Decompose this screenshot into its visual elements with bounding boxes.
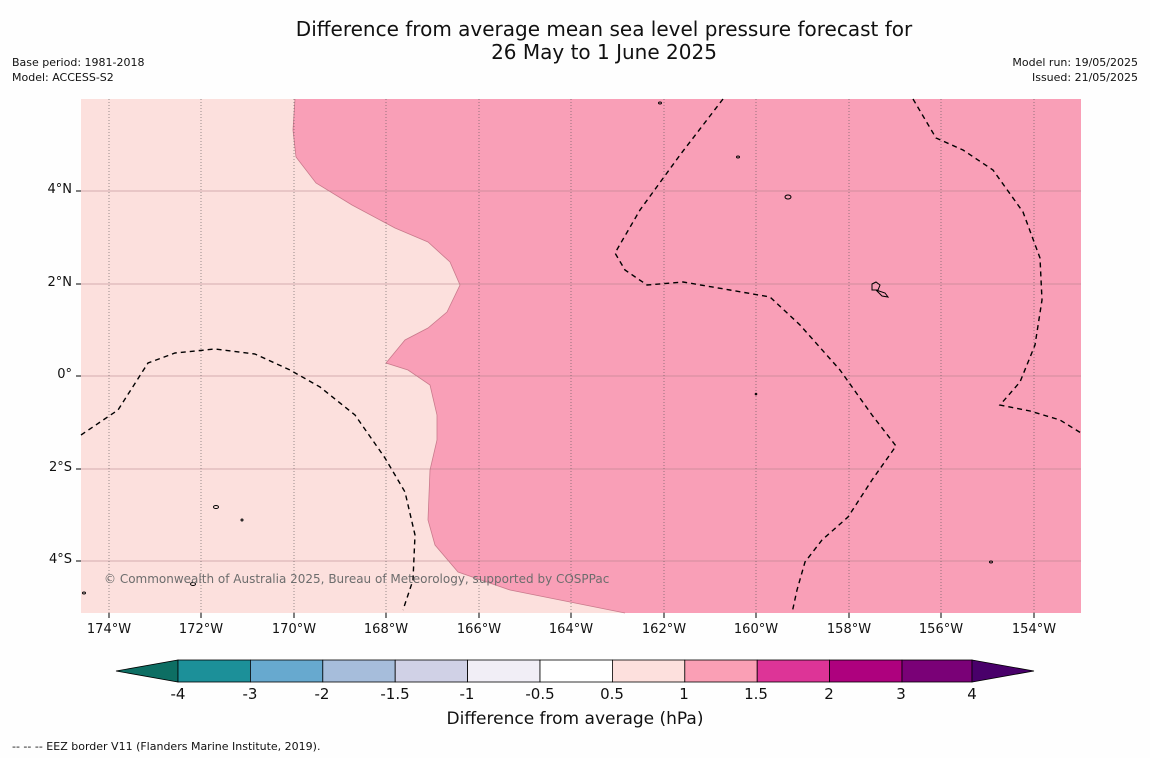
colorbar-segment <box>539 659 613 683</box>
colorbar-tick-label: -3 <box>242 685 258 703</box>
colorbar-segment <box>322 659 396 683</box>
title-line-1: Difference from average mean sea level p… <box>295 17 913 41</box>
anomaly-region-1-1.5 <box>293 99 1081 613</box>
colorbar-tick-label: -1.5 <box>380 685 410 703</box>
colorbar-tick-label: 2 <box>824 685 834 703</box>
issued-date: Issued: 21/05/2025 <box>1031 71 1138 84</box>
meta-left: Base period: 1981-2018 Model: ACCESS-S2 <box>12 55 144 85</box>
island <box>784 194 792 200</box>
lat-label: 0° <box>57 367 72 382</box>
title-line-2: 26 May to 1 June 2025 <box>491 40 717 64</box>
colorbar-tick-label: 4 <box>967 685 977 703</box>
lon-label: 162°W <box>641 622 687 637</box>
island <box>875 289 890 298</box>
meta-right: Model run: 19/05/2025 Issued: 21/05/2025 <box>1012 55 1138 85</box>
lon-label: 172°W <box>178 622 224 637</box>
lat-ticks <box>76 190 81 562</box>
colorbar-segment <box>249 659 324 683</box>
colorbar-max-extension <box>971 659 1035 683</box>
colorbar-tick-label: -0.5 <box>525 685 555 703</box>
island <box>658 101 662 105</box>
eez-border-west <box>80 348 416 611</box>
eez-borders <box>80 98 1082 614</box>
eez-border-east <box>912 98 1082 434</box>
colorbar-tick-label: -1 <box>459 685 475 703</box>
colorbar-segment <box>684 659 758 683</box>
colorbar-tick-label: 1.5 <box>744 685 768 703</box>
colorbar <box>115 659 1035 683</box>
lat-label: 2°N <box>47 275 73 290</box>
footnote: -- -- -- EEZ border V11 (Flanders Marine… <box>12 740 321 753</box>
colorbar-title: Difference from average (hPa) <box>446 709 704 729</box>
lon-label: 168°W <box>363 622 409 637</box>
colorbar-min-extension <box>115 659 179 683</box>
lon-label: 170°W <box>271 622 317 637</box>
colorbar-tick-label: 0.5 <box>600 685 624 703</box>
island <box>190 582 196 586</box>
lat-label: 4°N <box>47 182 73 197</box>
lon-label: 160°W <box>733 622 779 637</box>
lon-label: 164°W <box>548 622 594 637</box>
eez-border-central <box>614 98 897 614</box>
colorbar-segment <box>612 659 686 683</box>
lat-label: 2°S <box>48 460 72 475</box>
island <box>871 281 881 291</box>
model-run: Model run: 19/05/2025 <box>1012 56 1138 69</box>
colorbar-segment <box>177 659 251 683</box>
colorbar-segment <box>829 659 903 683</box>
lon-label: 156°W <box>918 622 964 637</box>
lon-label: 154°W <box>1011 622 1057 637</box>
island <box>82 591 86 595</box>
lon-label: 158°W <box>826 622 872 637</box>
model-name: Model: ACCESS-S2 <box>12 71 114 84</box>
lon-label: 174°W <box>86 622 132 637</box>
island <box>989 560 993 564</box>
latitude-gridlines <box>81 190 1081 562</box>
island <box>213 505 219 509</box>
lon-ticks <box>108 613 1035 618</box>
colorbar-tick-label: -2 <box>314 685 330 703</box>
colorbar-tick-label: -4 <box>170 685 186 703</box>
island <box>754 392 758 396</box>
colorbar-segment <box>467 659 541 683</box>
contour-line <box>292 98 626 614</box>
lat-label: 4°S <box>48 552 72 567</box>
copyright-notice: © Commonwealth of Australia 2025, Bureau… <box>104 572 610 586</box>
colorbar-segment <box>901 659 973 683</box>
lon-label: 166°W <box>456 622 502 637</box>
chart-title: Difference from average mean sea level p… <box>0 18 1150 64</box>
base-period: Base period: 1981-2018 <box>12 56 145 69</box>
colorbar-tick-label: 3 <box>896 685 906 703</box>
colorbar-segment <box>756 659 831 683</box>
islands <box>82 101 993 595</box>
island <box>736 155 740 159</box>
island <box>240 518 244 522</box>
colorbar-segment <box>394 659 469 683</box>
colorbar-tick-label: 1 <box>679 685 689 703</box>
